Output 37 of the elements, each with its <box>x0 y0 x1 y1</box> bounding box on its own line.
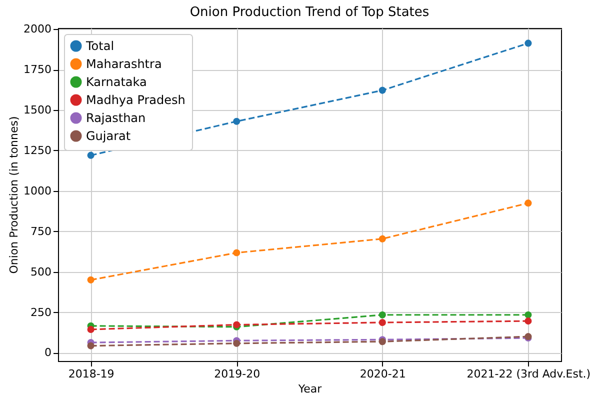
point <box>87 326 94 333</box>
point <box>378 235 386 242</box>
legend-label: Rajasthan <box>86 111 146 125</box>
legend-label: Karnataka <box>86 75 147 89</box>
point <box>524 200 532 207</box>
point <box>87 152 94 159</box>
y-axis-title: Onion Production (in tonnes) <box>8 116 21 274</box>
point <box>87 342 94 350</box>
y-tick-label: 500 <box>30 265 52 278</box>
legend-label: Madhya Pradesh <box>86 93 186 107</box>
y-tick-label: 1250 <box>24 144 52 157</box>
point <box>378 311 386 318</box>
y-tick-label: 1750 <box>24 63 52 76</box>
point <box>524 318 532 325</box>
point <box>233 118 240 125</box>
point <box>87 276 94 284</box>
y-tick-label: 1500 <box>24 104 52 117</box>
y-tick-label: 0 <box>44 346 52 360</box>
y-tick-label: 250 <box>30 306 52 319</box>
point <box>233 249 240 256</box>
point <box>233 340 240 347</box>
y-tick-label: 750 <box>30 224 52 238</box>
point <box>524 40 532 47</box>
legend-label: Gujarat <box>86 129 131 143</box>
point <box>378 86 386 94</box>
legend-label: Maharashtra <box>86 57 162 71</box>
chart-title: Onion Production Trend of Top States <box>190 5 430 20</box>
x-tick-label: 2020-21 <box>360 368 406 380</box>
y-tick-label: 2000 <box>24 22 52 36</box>
point <box>378 318 386 326</box>
x-tick-label: 2021-22 (3rd Adv.Est.) <box>466 368 591 380</box>
y-tick-label: 1000 <box>24 184 52 198</box>
point <box>524 311 532 318</box>
x-tick-label: 2018-19 <box>68 368 114 380</box>
x-tick-label: 2019-20 <box>214 368 260 380</box>
x-axis-title: Year <box>297 382 322 396</box>
legend-label: Total <box>85 39 114 53</box>
